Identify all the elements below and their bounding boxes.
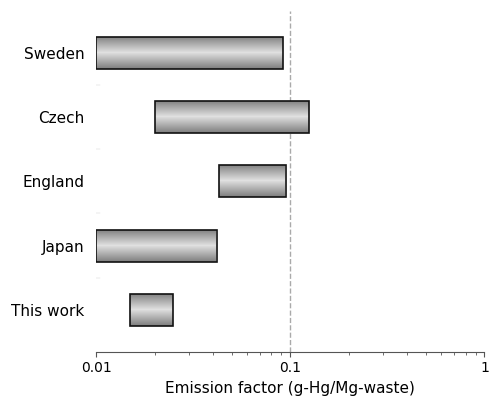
- Bar: [130, 294, 174, 326]
- Bar: [96, 230, 217, 262]
- Bar: [96, 37, 284, 69]
- Bar: [219, 165, 286, 197]
- X-axis label: Emission factor (g-Hg/Mg-waste): Emission factor (g-Hg/Mg-waste): [166, 381, 415, 396]
- Bar: [154, 101, 309, 133]
